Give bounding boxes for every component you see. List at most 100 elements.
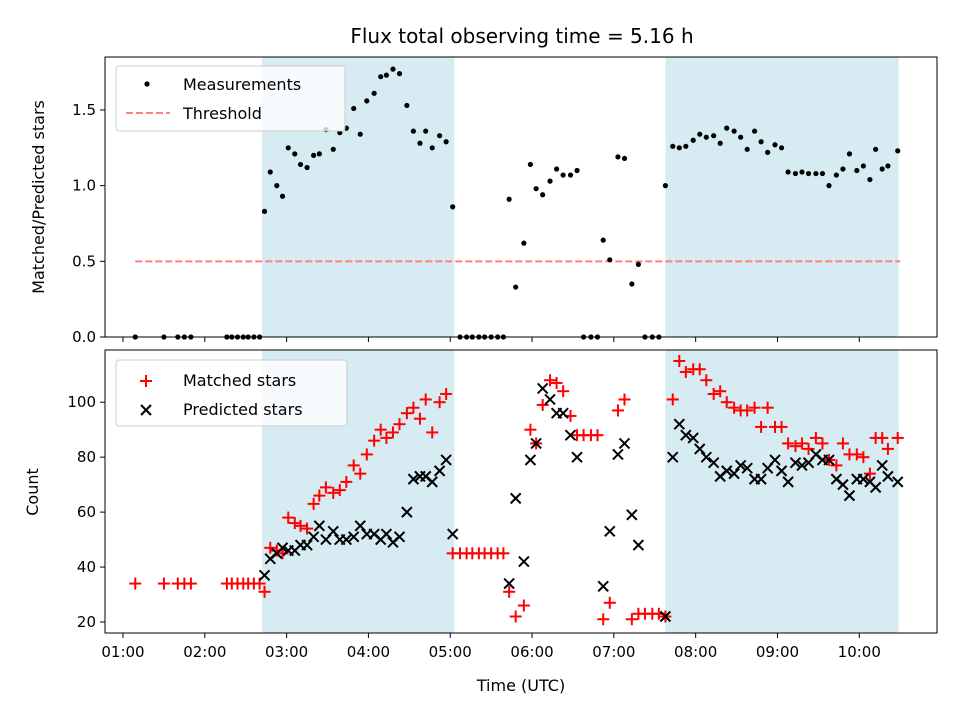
predicted-star-point	[440, 454, 452, 466]
measurement-point	[513, 284, 519, 290]
predicted-star-point	[401, 506, 413, 518]
matched-star-point	[557, 385, 570, 398]
matched-star-point	[618, 393, 631, 406]
matched-star-point	[497, 547, 510, 560]
matched-star-point	[393, 418, 406, 431]
predicted-star-point	[340, 533, 353, 546]
top-shaded-regions	[262, 57, 899, 337]
y-tick-label: 1.0	[72, 177, 96, 195]
measurement-point	[383, 72, 390, 78]
predicted-star-point	[741, 462, 753, 474]
top-measurement-points	[132, 66, 901, 340]
measurement-point	[267, 169, 273, 175]
matched-star-point	[374, 423, 387, 436]
predicted-star-point	[571, 451, 583, 463]
matched-star-point	[380, 431, 393, 444]
matched-star-point	[881, 442, 894, 455]
x-tick-label: 01:00	[101, 643, 144, 661]
matched-star-point	[591, 429, 604, 442]
top-legend-box	[115, 65, 346, 132]
matched-star-point	[666, 393, 679, 406]
measurement-point	[540, 192, 546, 198]
measurement-point	[261, 208, 268, 214]
matched-star-point	[836, 437, 849, 450]
measurement-point	[443, 139, 449, 145]
measurement-point	[690, 137, 696, 143]
predicted-star-point	[503, 577, 515, 590]
predicted-star-point	[530, 437, 542, 450]
matched-star-point	[301, 522, 314, 535]
predicted-star-point	[258, 569, 271, 582]
bottom-axes-frame	[104, 349, 938, 634]
x-tick-label: 09:00	[756, 643, 799, 661]
measurement-point	[840, 166, 846, 172]
matched-star-point	[611, 404, 624, 417]
predicted-star-point	[659, 610, 672, 623]
measurement-point	[846, 151, 853, 157]
top-legend: Measurements Threshold	[115, 65, 346, 132]
measurement-point	[553, 166, 560, 172]
predicted-star-point	[626, 509, 638, 521]
matched-star-point	[360, 448, 373, 461]
measurement-point	[738, 134, 744, 140]
measurement-point	[670, 143, 676, 149]
matched-star-point	[816, 437, 829, 450]
measurement-point	[873, 146, 879, 152]
matched-star-point	[524, 423, 537, 436]
bottom-y-axis-label: Count	[23, 468, 42, 516]
top-y-ticks: 0.0 0.5 1.0 1.5	[72, 101, 105, 346]
legend-predicted-label: Predicted stars	[183, 400, 303, 419]
matched-star-point	[509, 610, 522, 623]
measurement-point	[297, 161, 304, 168]
y-tick-label: 100	[67, 393, 96, 411]
top-x-ticks	[122, 337, 860, 342]
matched-star-point	[796, 437, 809, 450]
matched-star-point	[761, 401, 774, 414]
predicted-star-point	[446, 528, 459, 540]
predicted-star-point	[557, 407, 569, 419]
measurement-point	[703, 134, 709, 140]
top-axes-frame	[104, 56, 938, 338]
measurement-point	[429, 145, 435, 151]
measurement-point	[819, 170, 826, 177]
measurement-point	[396, 71, 403, 77]
predicted-star-point	[301, 539, 313, 551]
predicted-star-point	[667, 451, 679, 463]
matched-star-point	[288, 517, 301, 530]
matched-star-point	[184, 577, 197, 590]
measurement-point	[813, 170, 819, 177]
matched-star-point	[741, 404, 754, 417]
measurement-point	[547, 178, 553, 184]
predicted-star-point	[307, 531, 320, 543]
measurement-point	[635, 261, 641, 267]
predicted-star-point	[823, 454, 835, 466]
measurement-point	[607, 257, 613, 263]
measurement-point	[567, 172, 574, 178]
legend-predicted-marker	[140, 404, 152, 416]
panel-top: 0.0 0.5 1.0 1.5 Matched/Predicted stars Mea…	[29, 56, 938, 346]
measurement-point	[423, 128, 429, 134]
matched-star-point	[876, 431, 889, 444]
matched-star-point	[550, 376, 563, 389]
predicted-star-point	[518, 555, 530, 568]
shaded-region	[665, 350, 899, 633]
matched-star-point	[340, 475, 353, 488]
bottom-legend: Matched stars Predicted stars	[115, 359, 348, 427]
matched-star-point	[891, 431, 904, 444]
measurement-point	[274, 183, 280, 189]
measurement-point	[676, 145, 682, 151]
matched-star-point	[386, 426, 399, 439]
measurement-point	[772, 142, 778, 148]
predicted-star-point	[775, 465, 788, 477]
matched-star-point	[157, 577, 170, 590]
x-tick-label: 06:00	[510, 643, 553, 661]
predicted-star-point	[536, 382, 549, 395]
predicted-star-point	[782, 476, 794, 488]
predicted-star-point	[524, 454, 537, 466]
measurement-point	[506, 196, 512, 202]
measurement-point	[785, 169, 791, 175]
matched-star-point	[700, 374, 713, 387]
measurement-point	[574, 167, 580, 174]
matched-star-point	[327, 486, 340, 499]
